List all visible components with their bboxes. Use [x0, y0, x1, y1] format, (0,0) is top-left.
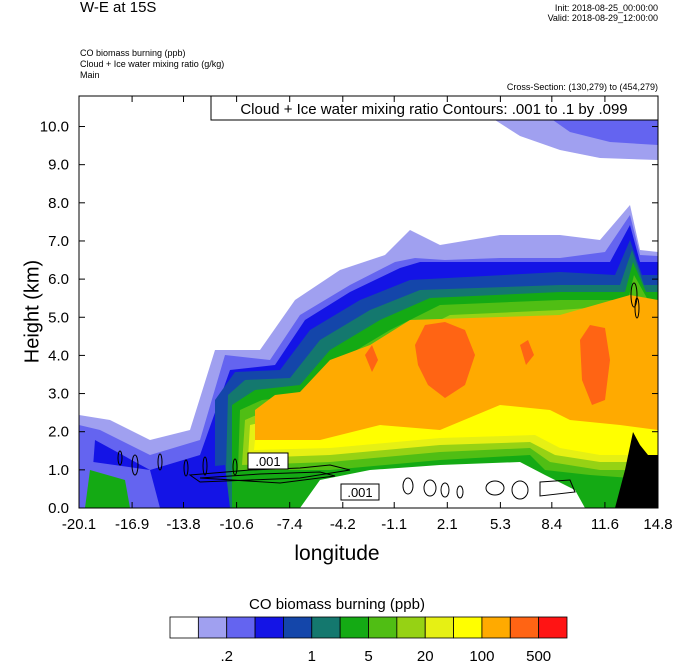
- colorbar-swatch-5: [311, 616, 341, 639]
- colorbar-swatch-2: [226, 616, 256, 639]
- x-tick-label-9: 8.4: [541, 516, 562, 533]
- contour-title: Cloud + Ice water mixing ratio Contours:…: [240, 101, 627, 118]
- field-label-co: CO biomass burning (ppb): [80, 48, 186, 58]
- colorbar-swatch-7: [368, 616, 398, 639]
- valid-time: Valid: 2018-08-29_12:00:00: [547, 13, 658, 23]
- field-label-main: Main: [80, 70, 100, 80]
- y-tick-label-8: 8.0: [48, 195, 69, 212]
- x-axis-label: longitude: [294, 542, 380, 565]
- cloud-contours: [117, 282, 640, 500]
- y-tick-label-7: 7.0: [48, 233, 69, 250]
- colorbar-swatch-3: [254, 616, 284, 639]
- colorbar-swatch-11: [481, 616, 511, 639]
- y-tick-label-0: 0.0: [48, 500, 69, 517]
- y-tick-label-5: 5.0: [48, 309, 69, 326]
- x-tick-label-8: 5.3: [490, 516, 511, 533]
- x-tick-label-10: 11.6: [591, 516, 619, 533]
- field-label-cloud: Cloud + Ice water mixing ratio (g/kg): [80, 59, 225, 69]
- plot-title: W-E at 15S: [80, 0, 157, 16]
- colorbar-label-2: 5: [364, 648, 372, 665]
- colorbar-title: CO biomass burning (ppb): [249, 596, 425, 613]
- contour-title-box: Cloud + Ice water mixing ratio Contours:…: [210, 95, 659, 121]
- x-tick-label-6: -1.1: [381, 516, 407, 533]
- x-tick-label-2: -13.8: [166, 516, 200, 533]
- y-tick-label-9: 9.0: [48, 157, 69, 174]
- colorbar-swatch-12: [509, 616, 540, 639]
- x-tick-label-11: 14.8: [643, 516, 672, 533]
- colorbar-swatch-6: [339, 616, 369, 639]
- x-tick-label-3: -10.6: [220, 516, 254, 533]
- x-axis: -20.1 -16.9 -13.8 -10.6 -7.4 -4.2 -1.1 2.1 5.3 8.…: [62, 96, 673, 533]
- colorbar-swatch-9: [424, 616, 454, 639]
- contour-label-1: .001: [255, 454, 280, 469]
- contour-label-box-2: .001: [340, 483, 380, 501]
- colorbar-label-1: 1: [308, 648, 316, 665]
- x-tick-label-5: -4.2: [330, 516, 356, 533]
- y-tick-label-4: 4.0: [48, 347, 69, 364]
- x-tick-label-0: -20.1: [62, 516, 96, 533]
- colorbar-label-5: 500: [526, 648, 551, 665]
- y-tick-label-3: 3.0: [48, 386, 69, 403]
- contour-label-box-1: .001: [247, 452, 289, 470]
- colorbar-swatch-8: [396, 616, 426, 639]
- colorbar-swatch-0: [169, 616, 199, 639]
- colorbar-swatch-10: [453, 616, 483, 639]
- y-tick-label-10: 10.0: [40, 119, 69, 136]
- colorbar-swatch-13: [538, 616, 568, 639]
- colorbar: .2 1 5 20 100 500: [169, 616, 568, 665]
- colorbar-label-4: 100: [469, 648, 494, 665]
- colorbar-label-3: 20: [417, 648, 434, 665]
- y-axis-label: Height (km): [21, 259, 44, 364]
- y-axis: 0.0 1.0 2.0 3.0 4.0 5.0 6.0 7.0 8.0 9.0 10.0: [40, 119, 658, 517]
- contour-label-2: .001: [347, 485, 372, 500]
- x-tick-label-1: -16.9: [115, 516, 149, 533]
- init-time: Init: 2018-08-25_00:00:00: [554, 3, 658, 13]
- y-tick-label-2: 2.0: [48, 424, 69, 441]
- x-tick-label-4: -7.4: [277, 516, 303, 533]
- co-field: [79, 96, 658, 508]
- x-tick-label-7: 2.1: [437, 516, 458, 533]
- colorbar-swatch-1: [197, 616, 228, 639]
- colorbar-label-0: .2: [220, 648, 233, 665]
- y-tick-label-6: 6.0: [48, 271, 69, 288]
- cross-section-label: Cross-Section: (130,279) to (454,279): [506, 82, 658, 92]
- colorbar-swatch-4: [283, 616, 313, 639]
- y-tick-label-1: 1.0: [48, 462, 69, 479]
